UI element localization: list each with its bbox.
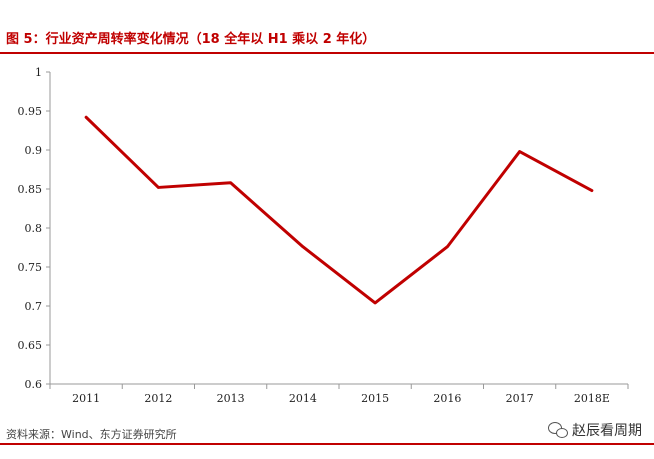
axes: [46, 71, 629, 389]
y-tick-label: 0.65: [18, 339, 43, 352]
title-rule: [0, 52, 654, 54]
y-tick-label: 0.9: [25, 144, 43, 157]
y-tick-label: 0.95: [18, 105, 43, 118]
x-tick-label: 2014: [289, 392, 317, 405]
chart-title: 图 5：行业资产周转率变化情况（18 全年以 H1 乘以 2 年化）: [6, 32, 376, 47]
x-tick-label: 2012: [144, 392, 172, 405]
watermark-text: 赵辰看周期: [572, 423, 642, 439]
wechat-icon: [548, 422, 568, 438]
y-tick-label: 1: [35, 66, 42, 79]
x-tick-label: 2015: [361, 392, 389, 405]
y-tick-label: 0.8: [25, 222, 43, 235]
watermark: 赵辰看周期: [548, 420, 642, 440]
y-tick-label: 0.6: [25, 378, 43, 391]
x-tick-label: 2013: [217, 392, 245, 405]
y-tick-label: 0.75: [18, 261, 43, 274]
series-marks: [84, 115, 594, 305]
x-tick-label: 2011: [72, 392, 100, 405]
x-tick-label: 2016: [433, 392, 461, 405]
x-tick-label: 2017: [506, 392, 534, 405]
y-tick-label: 0.85: [18, 183, 43, 196]
footer-rule: [0, 443, 654, 445]
series-line: [84, 115, 594, 305]
y-tick-label: 0.7: [25, 300, 43, 313]
source-note: 资料来源：Wind、东方证券研究所: [6, 428, 177, 441]
tick-labels: 0.6 0.65 0.7 0.75 0.8 0.85 0.9 0.95 1 2011 2012 201…: [18, 66, 610, 405]
x-tick-label: 2018E: [574, 392, 610, 405]
